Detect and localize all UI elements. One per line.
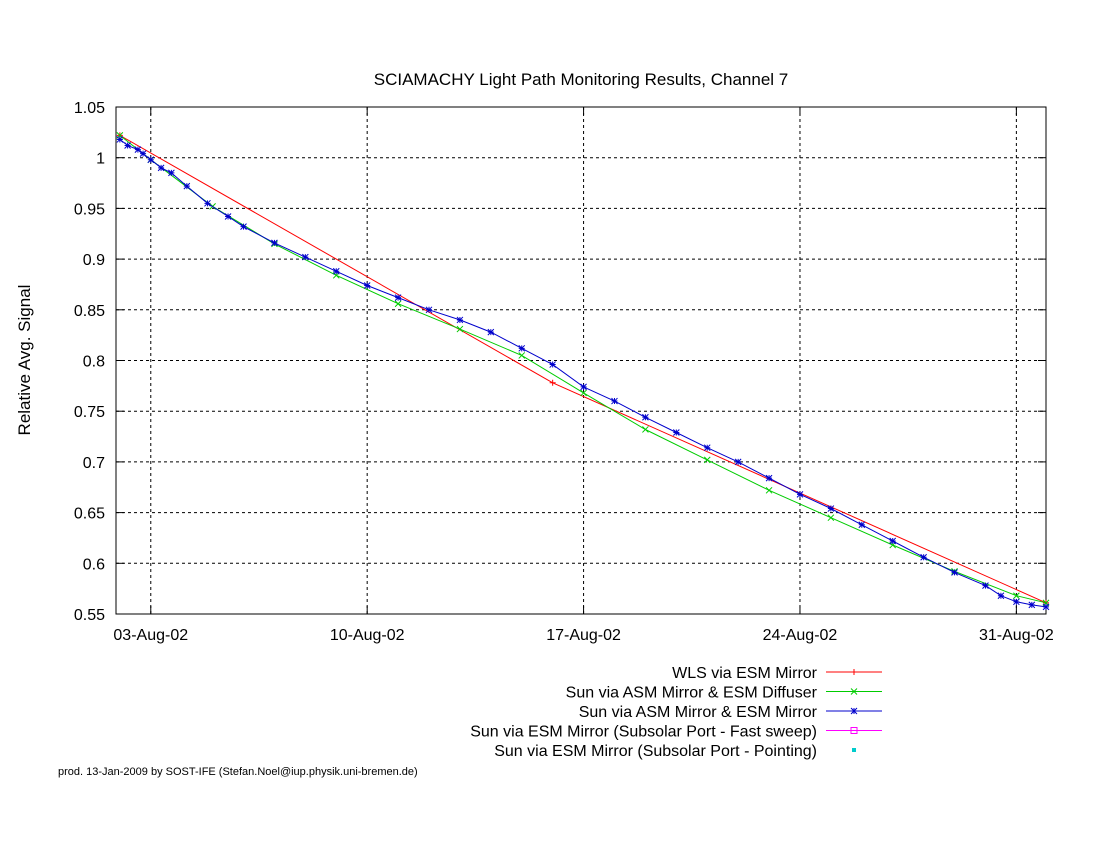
credit-note: prod. 13-Jan-2009 by SOST-IFE (Stefan.No… <box>58 766 418 778</box>
data-point <box>765 474 773 482</box>
data-point <box>134 146 142 153</box>
y-tick-label: 0.6 <box>83 556 105 573</box>
data-point <box>425 306 433 314</box>
legend-label: Sun via ESM Mirror (Subsolar Port - Fast… <box>470 724 817 741</box>
data-point <box>858 521 866 529</box>
x-axis: 03-Aug-02 10-Aug-02 17-Aug-02 24-Aug-02 31-A… <box>113 107 1054 644</box>
series-line <box>119 139 1047 608</box>
legend-label: Sun via ESM Mirror (Subsolar Port - Poin… <box>494 743 817 760</box>
y-tick-label: 1 <box>96 151 105 168</box>
data-point <box>301 253 309 261</box>
legend-marker <box>852 748 856 752</box>
data-point <box>642 413 649 421</box>
data-point <box>796 490 804 498</box>
data-point <box>580 383 587 391</box>
data-point <box>204 199 211 207</box>
y-tick-label: 0.55 <box>74 607 105 624</box>
data-point <box>951 569 958 576</box>
x-tick-label: 10-Aug-02 <box>330 627 405 644</box>
legend-marker <box>850 688 858 695</box>
data-point <box>116 136 124 143</box>
data-point <box>147 156 155 164</box>
data-point <box>487 328 495 336</box>
series-3 <box>116 136 1050 611</box>
y-tick-label: 0.85 <box>74 303 105 320</box>
data-point <box>982 582 989 589</box>
y-tick-label: 0.8 <box>83 354 105 371</box>
legend-label: Sun via ASM Mirror & ESM Mirror <box>579 704 818 721</box>
data-point <box>580 389 587 397</box>
x-tick-label: 17-Aug-02 <box>546 627 621 644</box>
legend: WLS via ESM Mirror Sun via ASM Mirror & E… <box>470 665 882 760</box>
data-point <box>827 505 835 512</box>
y-tick-label: 0.65 <box>74 506 105 523</box>
data-point <box>240 223 247 231</box>
data-point <box>124 142 131 149</box>
data-point <box>703 444 711 452</box>
legend-marker <box>851 669 857 675</box>
data-point <box>183 182 191 190</box>
data-point <box>1042 603 1050 611</box>
legend-label: Sun via ASM Mirror & ESM Diffuser <box>566 685 818 702</box>
data-point <box>363 282 371 289</box>
data-point <box>332 267 340 275</box>
x-tick-label: 24-Aug-02 <box>763 627 838 644</box>
data-point <box>672 429 680 436</box>
data-point <box>889 537 897 545</box>
data-point <box>224 213 232 220</box>
data-point <box>456 325 464 333</box>
grid <box>116 107 1046 614</box>
data-point <box>139 150 147 157</box>
data-point <box>734 458 742 466</box>
chart-title: SCIAMACHY Light Path Monitoring Results,… <box>374 70 789 89</box>
data-point <box>1013 598 1020 606</box>
data-point <box>611 397 618 405</box>
x-tick-label: 03-Aug-02 <box>113 627 188 644</box>
data-point <box>394 300 402 308</box>
series-layer <box>116 132 1050 611</box>
y-tick-label: 0.7 <box>83 455 105 472</box>
series-1 <box>116 132 1049 606</box>
series-line <box>119 134 1047 604</box>
y-axis: 0.55 0.6 0.65 0.7 0.75 0.8 0.85 0.9 0.95 1 1.05 <box>74 100 1046 624</box>
data-point <box>997 592 1005 600</box>
data-point <box>271 239 278 247</box>
y-tick-label: 0.9 <box>83 252 105 269</box>
data-point <box>642 426 649 433</box>
series-line <box>119 135 1047 604</box>
y-tick-label: 1.05 <box>74 100 105 117</box>
legend-label: WLS via ESM Mirror <box>672 665 818 682</box>
y-tick-label: 0.75 <box>74 404 105 421</box>
data-point <box>1013 592 1020 600</box>
data-point <box>157 164 165 172</box>
data-point <box>168 169 175 177</box>
series-2 <box>116 132 1050 607</box>
data-point <box>827 514 835 522</box>
legend-marker <box>850 727 858 734</box>
data-point <box>765 486 773 494</box>
data-point <box>518 352 526 359</box>
data-point <box>518 344 526 352</box>
y-axis-label: Relative Avg. Signal <box>15 285 34 436</box>
data-point <box>394 294 402 301</box>
data-point <box>920 553 927 561</box>
data-point <box>456 316 464 324</box>
x-tick-label: 31-Aug-02 <box>979 627 1054 644</box>
y-tick-label: 0.95 <box>74 201 105 218</box>
data-point <box>703 456 711 464</box>
data-point <box>1028 601 1036 609</box>
data-point <box>549 361 557 368</box>
data-point <box>549 379 556 386</box>
legend-marker <box>850 707 858 715</box>
